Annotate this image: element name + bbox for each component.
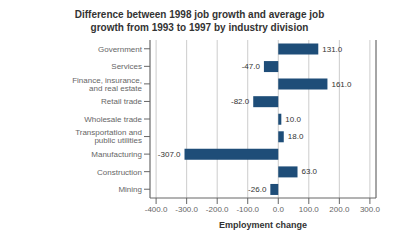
svg-text:63.0: 63.0: [302, 167, 318, 176]
svg-text:100.0: 100.0: [299, 205, 320, 214]
svg-text:10.0: 10.0: [285, 115, 301, 124]
svg-text:-47.0: -47.0: [242, 62, 261, 71]
svg-text:0.0: 0.0: [273, 205, 285, 214]
svg-text:200.0: 200.0: [329, 205, 350, 214]
svg-text:Mining: Mining: [118, 185, 142, 194]
svg-text:-100.0: -100.0: [236, 205, 259, 214]
svg-text:Government: Government: [98, 45, 143, 54]
svg-text:300.0: 300.0: [360, 205, 381, 214]
svg-text:Finance, insurance,and real es: Finance, insurance,and real estate: [72, 76, 142, 93]
svg-text:Transportation andpublic utili: Transportation andpublic utilities: [75, 128, 142, 145]
svg-text:Construction: Construction: [97, 168, 142, 177]
svg-text:Manufacturing: Manufacturing: [91, 150, 142, 159]
svg-text:Employment change: Employment change: [219, 220, 307, 230]
html-text:Difference between 1998 job gr: Difference between 1998 job growth and a…: [74, 9, 325, 33]
svg-text:161.0: 161.0: [331, 80, 352, 89]
svg-text:-300.0: -300.0: [175, 205, 198, 214]
svg-text:-26.0: -26.0: [248, 185, 267, 194]
svg-text:Wholesale trade: Wholesale trade: [84, 115, 142, 124]
svg-text:Retail trade: Retail trade: [101, 97, 142, 106]
svg-text:Services: Services: [111, 62, 142, 71]
svg-text:-200.0: -200.0: [206, 205, 229, 214]
svg-text:-307.0: -307.0: [158, 150, 181, 159]
svg-text:-400.0: -400.0: [145, 205, 168, 214]
svg-text:-82.0: -82.0: [231, 97, 250, 106]
svg-text:131.0: 131.0: [322, 45, 343, 54]
svg-text:18.0: 18.0: [288, 132, 304, 141]
